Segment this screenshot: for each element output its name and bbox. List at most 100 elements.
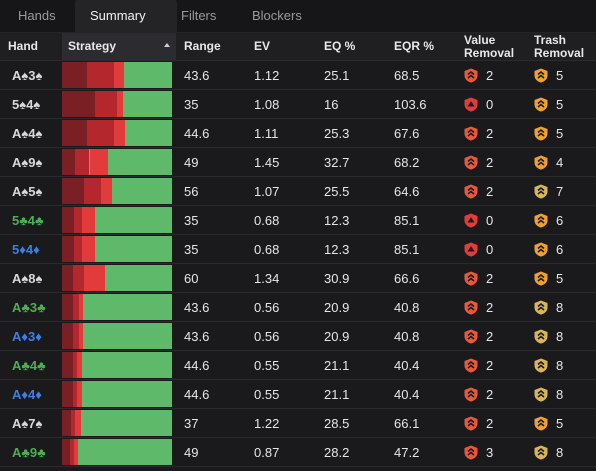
strategy-segment-dark: [62, 265, 73, 291]
ev-cell: 0.68: [246, 234, 316, 264]
range-cell: 35: [176, 89, 246, 119]
strategy-segment-dark: [62, 236, 75, 262]
hand-cell: A♠4♠: [0, 118, 62, 148]
hand-cell: A♣3♣: [0, 292, 62, 322]
table-row[interactable]: A♣4♣ 44.6 0.55 21.1 40.4 2 8: [0, 350, 596, 380]
value-shield-icon: [464, 126, 478, 141]
eq-cell: 12.3: [316, 205, 386, 235]
value-shield-icon: [464, 387, 478, 402]
column-header-value-removal[interactable]: Value Removal: [456, 33, 526, 61]
trash-shield-icon: [534, 155, 548, 170]
trash-shield-icon: [534, 184, 548, 199]
trash-removal-cell: 4: [526, 147, 596, 177]
column-header-ev[interactable]: EV: [246, 33, 316, 61]
trash-shield-icon: [534, 242, 548, 257]
range-cell: 49: [176, 437, 246, 467]
table-row[interactable]: A♣9♣ 49 0.87 28.2 47.2 3 8: [0, 437, 596, 467]
strategy-cell: [62, 350, 176, 380]
value-removal-cell: 2: [456, 118, 526, 148]
ev-cell: 0.68: [246, 205, 316, 235]
table-row[interactable]: 5♠4♠ 35 1.08 16 103.6 0 5: [0, 89, 596, 119]
range-cell: 43.6: [176, 292, 246, 322]
strategy-bar: [62, 236, 172, 262]
table-row[interactable]: A♦4♦ 44.6 0.55 21.1 40.4 2 8: [0, 379, 596, 409]
ev-cell: 1.07: [246, 176, 316, 206]
strategy-segment-bright: [75, 410, 81, 436]
sort-ascending-icon: [164, 43, 170, 47]
ev-cell: 1.45: [246, 147, 316, 177]
eq-cell: 32.7: [316, 147, 386, 177]
ev-cell: 0.87: [246, 437, 316, 467]
hand-cell: A♠7♠: [0, 408, 62, 438]
value-removal-cell: 2: [456, 408, 526, 438]
tab-filters[interactable]: Filters: [181, 8, 217, 23]
range-cell: 37: [176, 408, 246, 438]
value-removal-label-line1: Value: [464, 32, 496, 47]
table-row[interactable]: A♠9♠ 49 1.45 32.7 68.2 2 4: [0, 147, 596, 177]
table-row[interactable]: A♣3♣ 43.6 0.56 20.9 40.8 2 8: [0, 292, 596, 322]
strategy-segment-mid: [74, 207, 82, 233]
range-cell: 44.6: [176, 350, 246, 380]
eqr-cell: 40.8: [386, 292, 456, 322]
eqr-cell: 68.2: [386, 147, 456, 177]
table-row[interactable]: A♠8♠ 60 1.34 30.9 66.6 2 5: [0, 263, 596, 293]
ev-cell: 0.56: [246, 292, 316, 322]
ev-cell: 1.22: [246, 408, 316, 438]
trash-removal-cell: 5: [526, 263, 596, 293]
strategy-cell: [62, 437, 176, 467]
column-header-hand[interactable]: Hand: [0, 33, 62, 61]
strategy-bar: [62, 294, 172, 320]
eqr-cell: 66.6: [386, 263, 456, 293]
eqr-cell: 40.4: [386, 379, 456, 409]
trash-shield-icon: [534, 97, 548, 112]
table-row[interactable]: A♠7♠ 37 1.22 28.5 66.1 2 5: [0, 408, 596, 438]
value-removal-value: 2: [486, 67, 494, 83]
table-row[interactable]: 5♦4♦ 35 0.68 12.3 85.1 0 6: [0, 234, 596, 264]
hand-cell: A♣4♣: [0, 350, 62, 380]
trash-removal-cell: 5: [526, 60, 596, 90]
strategy-segment-dark: [62, 381, 73, 407]
table-row[interactable]: A♠5♠ 56 1.07 25.5 64.6 2 7: [0, 176, 596, 206]
strategy-segment-mid: [70, 410, 76, 436]
strategy-segment-bright: [81, 207, 95, 233]
value-removal-value: 2: [486, 270, 494, 286]
column-header-eqr[interactable]: EQR %: [386, 33, 456, 61]
tab-blockers[interactable]: Blockers: [252, 8, 302, 23]
strategy-segment-bright: [84, 265, 105, 291]
value-removal-value: 0: [486, 96, 494, 112]
strategy-segment-bright: [81, 236, 95, 262]
strategy-segment-mid: [74, 236, 82, 262]
eq-cell: 21.1: [316, 350, 386, 380]
column-header-strategy[interactable]: Strategy: [62, 33, 176, 61]
strategy-segment-mid: [73, 352, 78, 378]
strategy-cell: [62, 321, 176, 351]
strategy-segment-dark: [62, 294, 73, 320]
trash-shield-icon: [534, 271, 548, 286]
tab-hands[interactable]: Hands: [18, 8, 56, 23]
trash-shield-icon: [534, 213, 548, 228]
trash-removal-cell: 6: [526, 234, 596, 264]
table-row[interactable]: 5♣4♣ 35 0.68 12.3 85.1 0 6: [0, 205, 596, 235]
strategy-bar: [62, 439, 172, 465]
eq-cell: 16: [316, 89, 386, 119]
table-row[interactable]: A♠3♠ 43.6 1.12 25.1 68.5 2 5: [0, 60, 596, 90]
trash-removal-value: 8: [556, 357, 564, 373]
column-header-range[interactable]: Range: [176, 33, 246, 61]
value-removal-label-line2: Removal: [464, 45, 515, 60]
trash-removal-label-line2: Removal: [534, 45, 585, 60]
strategy-segment-mid: [75, 149, 90, 175]
column-header-eq[interactable]: EQ %: [316, 33, 386, 61]
ev-cell: 0.55: [246, 379, 316, 409]
strategy-segment-mid: [87, 62, 114, 88]
eq-cell: 20.9: [316, 292, 386, 322]
trash-removal-label-line1: Trash: [534, 32, 567, 47]
column-header-trash-removal[interactable]: Trash Removal: [526, 33, 596, 61]
tab-summary[interactable]: Summary: [75, 0, 177, 32]
value-shield-icon: [464, 445, 478, 460]
range-cell: 44.6: [176, 379, 246, 409]
table-row[interactable]: A♠4♠ 44.6 1.11 25.3 67.6 2 5: [0, 118, 596, 148]
hand-cell: A♠9♠: [0, 147, 62, 177]
value-removal-value: 2: [486, 125, 494, 141]
table-row[interactable]: A♦3♦ 43.6 0.56 20.9 40.8 2 8: [0, 321, 596, 351]
value-removal-cell: 2: [456, 176, 526, 206]
